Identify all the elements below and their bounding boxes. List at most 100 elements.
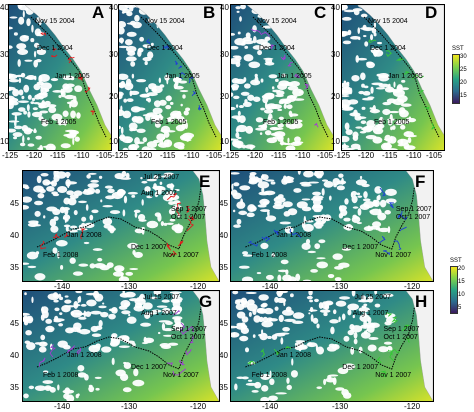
x-tick-b-1: -120 [136, 151, 153, 160]
migration-track [36, 306, 202, 370]
x-tick-b-2: -115 [160, 151, 176, 160]
y-tick-45-g: 45 [10, 319, 19, 328]
date-label: Nov 1 2007 [375, 372, 411, 379]
land [246, 5, 333, 136]
cloud-mask [9, 72, 83, 150]
cloud-mask [234, 358, 356, 401]
sst-field [231, 171, 433, 281]
land [405, 291, 433, 401]
date-label: Feb 1 2005 [151, 119, 187, 126]
x-tick-c-3: -110 [295, 151, 311, 160]
x-tick-c-2: -115 [271, 151, 287, 160]
cloud-mask [23, 357, 145, 401]
x-tick-e-2: -120 [190, 282, 207, 291]
x-tick-g-0: -140 [54, 402, 71, 411]
colorbar-top [452, 54, 460, 104]
land [192, 171, 219, 281]
date-label: Aug 1 2007 [353, 310, 389, 317]
y-tick-10-a: 10 [0, 137, 9, 146]
y-tick-40-g: 40 [10, 351, 19, 360]
date-label: Feb 1 2008 [252, 252, 288, 259]
y-tick-20-c: 20 [220, 92, 229, 101]
y-tick-20-d: 20 [331, 92, 340, 101]
date-label: Oct 1 2007 [171, 214, 205, 221]
cloud-mask [119, 5, 159, 67]
panel-letter-b: B [203, 3, 216, 22]
x-tick-h-0: -140 [262, 402, 279, 411]
migration-track [140, 16, 217, 138]
x-tick-a-4: -105 [96, 151, 113, 160]
cloud-mask [119, 73, 195, 150]
particle-trajectories [248, 187, 408, 256]
migration-track [36, 186, 202, 250]
date-label: Sep 1 2007 [171, 206, 207, 213]
date-label: Dec 1 2007 [131, 244, 167, 251]
land [192, 291, 219, 401]
y-tick-10-b: 10 [109, 137, 118, 146]
date-label: Jan 1 2005 [165, 73, 200, 80]
panel-letter-f: F [415, 172, 426, 191]
y-tick-20-b: 20 [109, 92, 118, 101]
x-tick-a-3: -110 [74, 151, 90, 160]
colorbar-top-tick-1: 25 [460, 67, 467, 73]
map-canvas: Nov 15 2004 Dec 1 2004 Jan 1 2005 Feb 1 200… [9, 5, 111, 150]
x-tick-h-2: -120 [404, 402, 421, 411]
y-tick-30-a: 30 [0, 50, 9, 59]
date-label: Jan 1 2005 [388, 73, 423, 80]
x-tick-e-1: -130 [121, 282, 138, 291]
date-label: Aug 1 2007 [141, 310, 177, 317]
date-label: Dec 1 2004 [147, 45, 183, 52]
x-tick-d-2: -115 [382, 151, 398, 160]
y-tick-40-b: 40 [109, 3, 118, 12]
x-tick-g-2: -120 [190, 402, 207, 411]
cloud-mask [231, 291, 396, 355]
colorbar-bottom-tick-0: 20 [458, 266, 465, 272]
x-tick-g-1: -130 [121, 402, 138, 411]
date-label: Aug 1 2007 [141, 190, 177, 197]
date-label: Dec 1 2007 [131, 364, 167, 371]
date-label: Nov 1 2007 [163, 252, 199, 259]
cloud-mask [231, 73, 305, 150]
land [24, 5, 111, 136]
cloud-mask [231, 171, 397, 234]
colorbar-top-tick-0: 30 [460, 54, 467, 60]
colorbar-top-title: SST [452, 46, 464, 52]
map-panel-f: Sep 1 2007 Oct 1 2007 Dec 1 2007 Nov 1 2007… [230, 170, 434, 282]
migration-track [363, 16, 440, 138]
y-tick-30-d: 30 [331, 50, 340, 59]
x-tick-a-0: -125 [2, 151, 19, 160]
y-tick-35-g: 35 [10, 383, 19, 392]
date-label: Sep 1 2007 [171, 326, 207, 333]
cloud-mask [23, 171, 184, 235]
x-tick-d-1: -120 [358, 151, 375, 160]
x-tick-b-3: -110 [184, 151, 200, 160]
migration-track [252, 16, 329, 138]
x-tick-b-4: -105 [206, 151, 223, 160]
date-label: Jan 1 2005 [277, 73, 312, 80]
panel-letter-g: G [199, 292, 213, 311]
date-label: Jan 1 2008 [276, 232, 311, 239]
colorbar-top-tick-3: 15 [460, 93, 467, 99]
cloud-mask [23, 291, 184, 353]
date-label: Nov 1 2007 [375, 252, 411, 259]
date-label: Dec 1 2007 [342, 364, 378, 371]
y-tick-35-f: 35 [219, 263, 228, 272]
colorbar-bottom-title: SST [450, 258, 462, 264]
date-label: Feb 1 2008 [43, 252, 79, 259]
date-label: Nov 15 2004 [35, 18, 75, 25]
date-label: Jul 25 2007 [143, 174, 179, 181]
map-panel-c: Nov 15 2004 Dec 1 2004 Jan 1 2005 Feb 1 200… [230, 4, 334, 151]
map-panel-d: Nov 15 2004 Dec 1 2004 Jan 1 2005 Feb 1 200… [341, 4, 445, 151]
y-tick-35-h: 35 [219, 383, 228, 392]
map-panel-h: Jul 25 2007 Aug 1 2007 Sep 1 2007 Oct 1 200… [230, 290, 434, 402]
x-tick-d-0: -125 [334, 151, 351, 160]
migration-track [245, 306, 415, 370]
date-label: Jan 1 2008 [67, 352, 102, 359]
date-label: Nov 1 2007 [163, 372, 199, 379]
panel-letter-h: H [415, 292, 428, 311]
y-tick-45-f: 45 [219, 199, 228, 208]
cloud-mask [23, 240, 143, 281]
